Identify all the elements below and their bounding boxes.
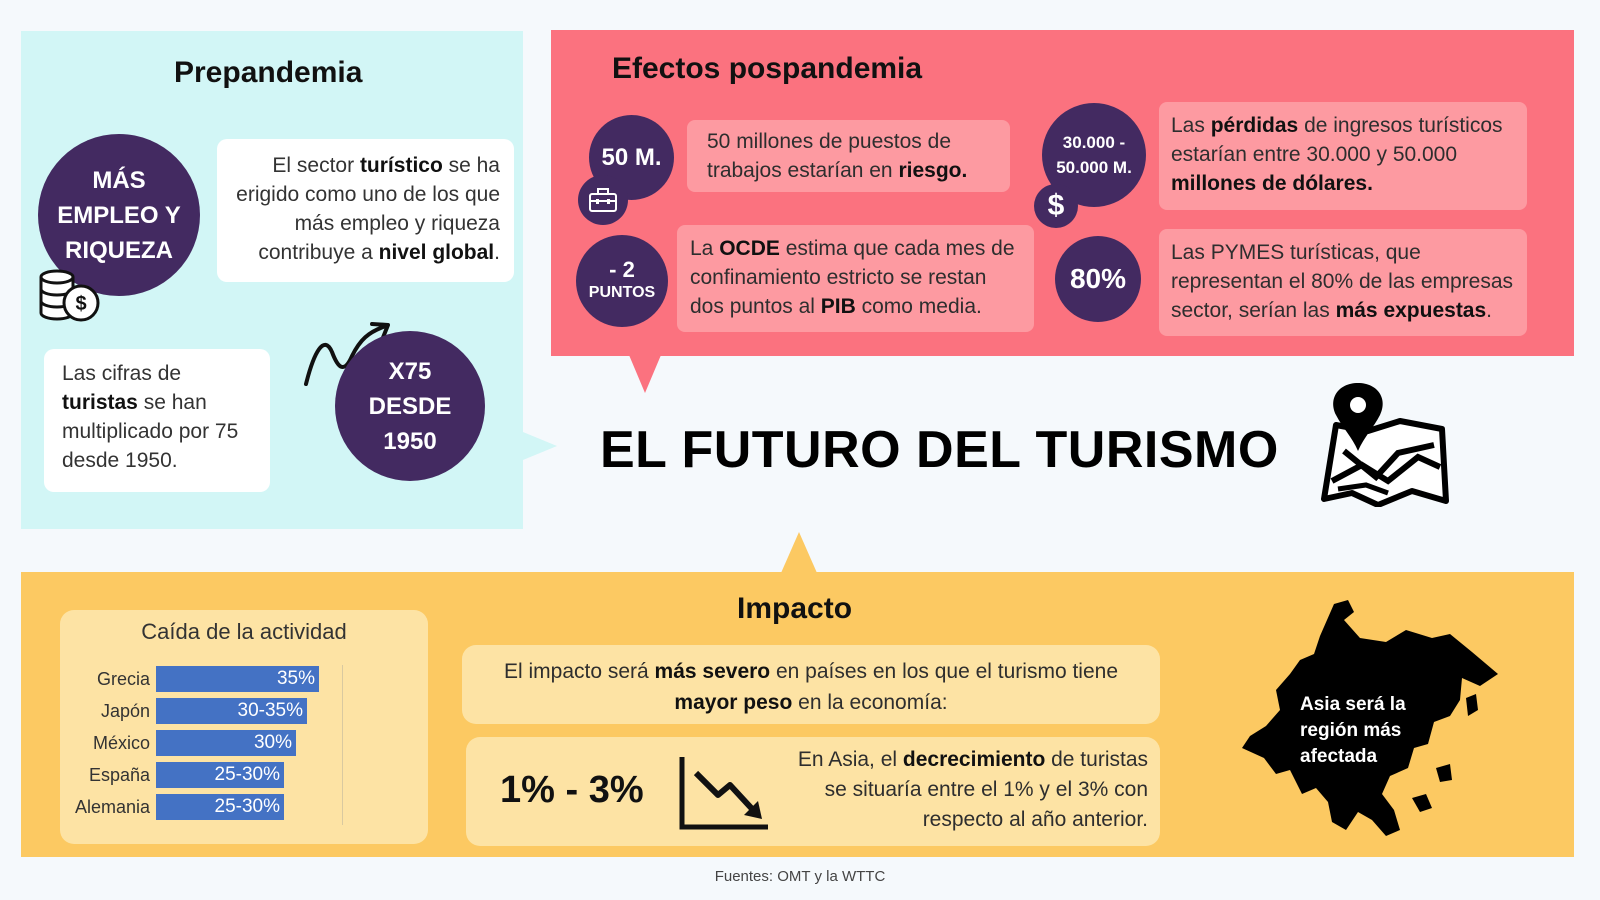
asia-text: En Asia, el decrecimiento de turistas se…: [797, 748, 1148, 831]
svg-text:$: $: [75, 293, 86, 315]
dollar-icon: $: [1034, 184, 1078, 228]
stat-perdidas-circle: 30.000 - 50.000 M.: [1042, 103, 1146, 207]
stat-80-circle: 80%: [1055, 236, 1141, 322]
impacto-title: Impacto: [737, 592, 853, 625]
map-location-icon: [1318, 381, 1450, 508]
pospandemia-title: Efectos pospandemia: [612, 52, 923, 85]
empleo-riqueza-circle: MÁS EMPLEO Y RIQUEZA: [38, 134, 200, 296]
bar-category-label: México: [92, 733, 150, 753]
impacto-pointer: [781, 532, 817, 573]
coins-dollar-icon: $: [37, 263, 101, 327]
range-value: 1% - 3%: [500, 769, 644, 811]
sources-footer: Fuentes: OMT y la WTTC: [714, 868, 886, 885]
bar-category-label: Japón: [100, 701, 150, 721]
main-title: EL FUTURO DEL TURISMO: [600, 421, 1279, 479]
chart-title: Caída de la actividad: [141, 619, 347, 644]
bar-category-label: Alemania: [74, 797, 150, 817]
briefcase-icon: [578, 175, 628, 225]
x75-circle: X75 DESDE 1950: [335, 331, 485, 481]
perdidas-card: Las pérdidas de ingresos turísticos esta…: [1159, 102, 1527, 210]
bar-category-label: Grecia: [96, 669, 150, 689]
prepandemia-pointer: [523, 432, 557, 460]
impacto-severo-card: El impacto será más severo en países en …: [462, 645, 1160, 724]
bar: 25-30%: [156, 794, 284, 820]
asia-map-icon: Asia será la región más afectada: [1236, 598, 1500, 848]
bar: 30%: [156, 730, 296, 756]
turistas-card: Las cifras de turistas se han multiplica…: [44, 349, 270, 492]
stat-2-puntos-circle: - 2 PUNTOS: [576, 235, 668, 327]
bar: 30-35%: [156, 698, 307, 724]
bar: 25-30%: [156, 762, 284, 788]
trend-down-icon: [678, 755, 770, 831]
ocde-card: La OCDE estima que cada mes de confinami…: [677, 225, 1034, 332]
bar-chart: Grecia 35% Japón 30-35% México 30% España 25-30…: [60, 666, 428, 836]
bar: 35%: [156, 666, 319, 692]
pospandemia-pointer: [629, 355, 661, 393]
chart-card: Caída de la actividad Grecia 35% Japón 30-3…: [60, 610, 428, 844]
chart-gridline: [342, 665, 343, 825]
asia-label: Asia será la región más afectada: [1300, 694, 1406, 767]
prepandemia-title: Prepandemia: [174, 56, 363, 89]
stat-2-main: - 2: [609, 257, 635, 282]
bar-category-label: España: [88, 765, 150, 785]
puestos-trabajo-card: 50 millones de puestos de trabajos estar…: [687, 120, 1010, 192]
stat-2-sub: PUNTOS: [588, 284, 656, 301]
pymes-card: Las PYMES turísticas, que representan el…: [1159, 229, 1527, 336]
asia-decrecimiento-card: 1% - 3% En Asia, el decrecimiento de tur…: [466, 737, 1160, 846]
turismo-sector-card: El sector turístico se ha erigido como u…: [217, 139, 514, 282]
